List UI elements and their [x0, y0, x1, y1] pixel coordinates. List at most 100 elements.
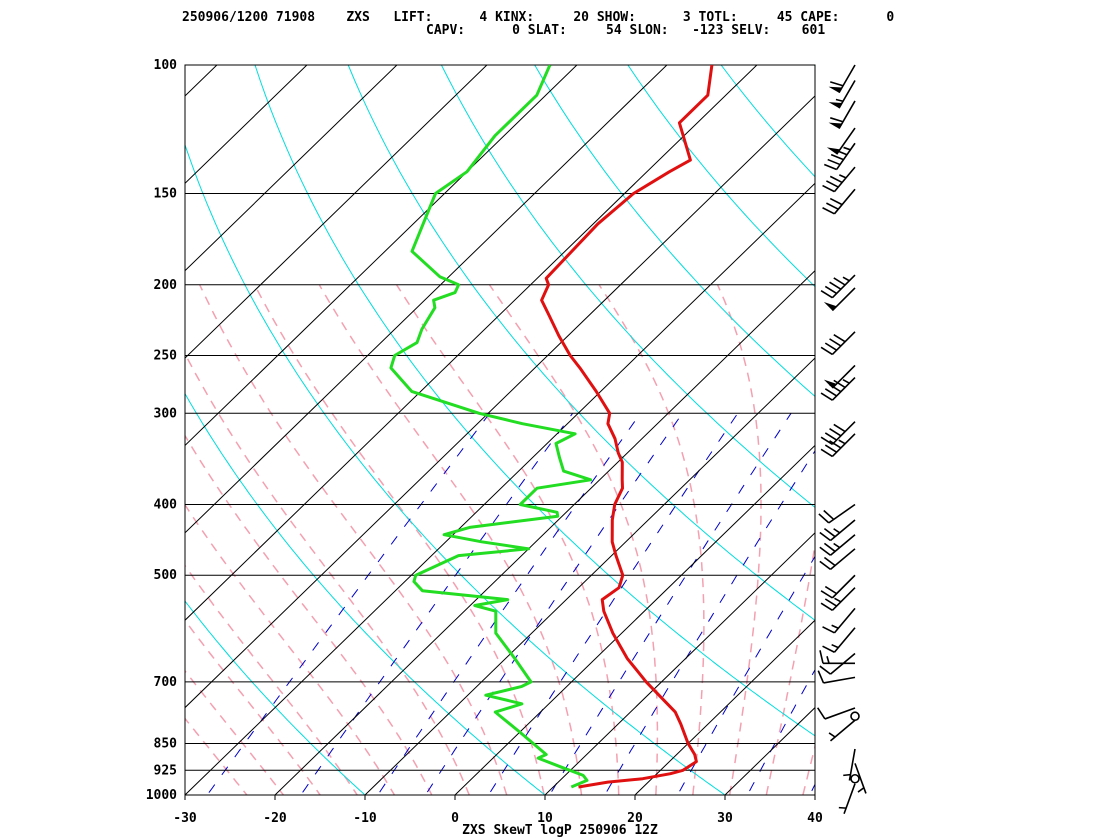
wind-barb: [820, 574, 856, 599]
wind-barb-staff: [838, 80, 856, 109]
dry-adiabat-line: [813, 65, 815, 67]
moist-adiabats: [185, 284, 815, 795]
moist-adiabat-line: [185, 503, 396, 795]
pressure-tick-label: 250: [154, 348, 178, 363]
temperature-tick-label: 0: [451, 811, 459, 826]
wind-barb-feather: [824, 444, 838, 453]
wind-barb-feather: [822, 207, 835, 215]
wind-barb-feather: [834, 148, 848, 156]
wind-barb-half-feather: [831, 624, 839, 629]
chart-footer-title: ZXS SkewT logP 250906 12Z: [462, 823, 658, 838]
wind-barb: [820, 331, 856, 356]
wind-barb: [822, 627, 856, 653]
wind-barb-pennant: [823, 302, 837, 311]
pressure-tick-label: 400: [154, 498, 178, 513]
wind-barb-feather: [817, 670, 825, 684]
temperature-profile-line: [540, 65, 714, 789]
isotherm-line: [185, 65, 758, 621]
pressure-tick-label: 150: [154, 187, 178, 202]
wind-barb-staff: [838, 100, 856, 130]
pressure-axis-labels: 100 150 200 250 300 400 500 700 850 925 1000: [146, 58, 177, 803]
mixing-ratio-line: [300, 413, 574, 795]
header-line-1: 250906/1200 71908 ZXS LIFT: 4 KINX: 20 S…: [182, 10, 894, 25]
dry-adiabat-line: [347, 65, 815, 621]
wind-barb-feather: [830, 117, 844, 123]
wind-barb: [843, 748, 856, 781]
wind-barb-feather: [820, 392, 833, 401]
wind-barb-staff: [829, 719, 856, 742]
wind-barb-staff: [833, 627, 856, 653]
wind-barb: [820, 421, 856, 445]
moist-adiabat-line: [185, 717, 248, 795]
wind-barb-feather: [822, 626, 835, 634]
dry-adiabat-line: [185, 392, 546, 795]
wind-barb-feather: [820, 436, 833, 445]
wind-barb-staff: [843, 783, 856, 815]
wind-barb-staff: [833, 607, 856, 634]
wind-barb-feather: [820, 448, 833, 458]
wind-barb-feather: [819, 650, 824, 664]
isotherm-line: [185, 65, 218, 97]
moist-adiabat-line: [185, 619, 322, 795]
dry-adiabat-line: [185, 143, 726, 795]
wind-barb: [822, 188, 856, 215]
mixing-ratio-line: [809, 783, 815, 795]
wind-barb-half-feather: [838, 806, 847, 809]
wind-barb: [854, 763, 867, 794]
wind-barb-feather: [819, 546, 831, 556]
pressure-tick-label: 200: [154, 278, 178, 293]
wind-barb-pennant: [828, 122, 842, 129]
wind-barb: [828, 719, 856, 742]
wind-barb-half-feather: [843, 146, 851, 151]
wind-barb-staff: [828, 503, 856, 524]
isobars: [185, 64, 815, 796]
wind-barb-feather: [818, 513, 830, 524]
wind-barb: [822, 607, 856, 634]
isotherm-line: [634, 619, 815, 795]
dry-adiabats: [185, 65, 815, 795]
wind-barb-feather: [820, 602, 833, 611]
dry-adiabat-line: [185, 794, 186, 795]
wind-barb: [816, 707, 856, 720]
wind-barb-feather: [824, 432, 838, 441]
wind-barb-half-feather: [843, 773, 851, 777]
wind-barb-feather: [833, 333, 846, 343]
isotherm-line: [364, 357, 815, 795]
wind-barb: [819, 548, 856, 571]
mixing-ratio-line: [424, 413, 683, 795]
wind-barb-feather: [819, 665, 831, 675]
wind-barb-feather: [822, 645, 835, 653]
wind-barb-half-feather: [826, 656, 830, 664]
temperature-tick-label: -10: [353, 811, 377, 826]
moist-adiabat-line: [716, 284, 762, 795]
wind-barb: [826, 127, 856, 155]
wind-barb: [820, 376, 856, 401]
wind-barb-half-feather: [839, 174, 847, 179]
wind-barb: [823, 364, 856, 389]
wind-barb: [819, 519, 856, 542]
temperature-tick-label: 30: [717, 811, 733, 826]
wind-barb-feather: [823, 528, 836, 538]
wind-barb-half-feather: [838, 439, 846, 445]
isotherm-line: [185, 65, 488, 359]
wind-barb: [850, 711, 860, 722]
isotherm-line: [724, 706, 815, 795]
wind-barb-feather: [833, 379, 846, 389]
pressure-tick-label: 700: [154, 675, 178, 690]
wind-barb-feather: [819, 531, 831, 542]
wind-barb-feather: [829, 383, 842, 393]
wind-barb-half-feather: [828, 732, 836, 738]
wind-barb-feather: [827, 158, 841, 166]
wind-barb-feather: [823, 509, 835, 521]
wind-barb-half-feather: [833, 542, 841, 549]
wind-barb-pennant: [828, 102, 842, 109]
temperature-tick-label: -30: [173, 811, 197, 826]
wind-barb-feather: [824, 342, 838, 351]
moist-adiabat-line: [802, 743, 815, 795]
wind-barb-staff: [835, 127, 856, 155]
header-line-2: CAPV: 0 SLAT: 54 SLON: -123 SELV: 601: [426, 23, 825, 38]
temperature-axis-labels: -30 -20 -10 0 10 20 30 40: [173, 795, 823, 826]
wind-barb-staff: [823, 676, 856, 684]
pressure-tick-label: 925: [154, 763, 177, 778]
